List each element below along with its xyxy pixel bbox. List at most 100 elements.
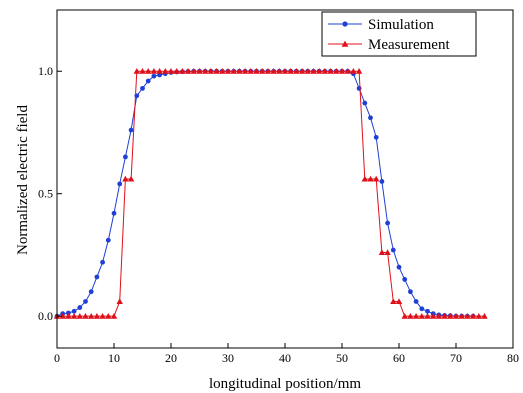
data-point: [88, 312, 95, 319]
data-point: [179, 68, 186, 74]
data-point: [316, 68, 323, 74]
data-point: [247, 68, 254, 74]
x-tick-label: 80: [507, 351, 519, 365]
legend-box: [321, 11, 477, 57]
data-point: [402, 277, 408, 282]
data-point: [122, 175, 129, 182]
data-point: [105, 312, 112, 319]
legend: Simulation Measurement: [321, 11, 477, 57]
y-tick-label: 1.0: [38, 64, 53, 78]
data-point: [407, 312, 414, 319]
data-point: [253, 68, 260, 74]
series-measurement: [53, 68, 488, 319]
data-point: [236, 68, 243, 74]
data-point: [378, 249, 386, 256]
data-point: [88, 289, 94, 295]
data-point: [408, 289, 413, 295]
data-point: [281, 68, 289, 74]
legend-entry-measurement: Measurement: [328, 37, 450, 53]
x-axis-label: longitudinal position/mm: [209, 376, 361, 392]
data-point: [458, 312, 465, 319]
data-point: [350, 68, 357, 74]
data-point: [333, 68, 340, 74]
data-point: [162, 68, 169, 74]
data-point: [76, 312, 83, 319]
legend-marker: [342, 21, 348, 27]
data-point: [385, 220, 390, 226]
data-point: [356, 85, 362, 91]
data-point: [105, 237, 111, 243]
data-point: [110, 312, 118, 319]
data-point: [241, 68, 249, 74]
data-point: [395, 298, 403, 305]
data-point: [396, 264, 402, 270]
data-point: [390, 298, 397, 305]
x-tick-label: 20: [165, 351, 177, 365]
data-point: [145, 68, 152, 74]
data-point: [230, 68, 237, 74]
data-point: [304, 68, 311, 74]
data-point: [128, 127, 134, 133]
data-point: [425, 308, 430, 314]
legend-label: Measurement: [368, 37, 450, 53]
x-tick-label: 10: [108, 351, 120, 365]
data-point: [140, 85, 145, 91]
data-point: [310, 68, 317, 74]
data-point: [71, 308, 77, 314]
data-point: [202, 68, 209, 74]
data-point: [150, 68, 158, 74]
x-tick-label: 30: [222, 351, 234, 365]
data-point: [151, 73, 157, 79]
data-point: [173, 68, 180, 74]
y-tick-label: 0.5: [38, 187, 53, 201]
axes-layer: 0 10 20 30 40 50 60 70 80 0.0 0.5 1.0: [38, 9, 519, 365]
data-point: [368, 115, 373, 121]
data-point: [390, 247, 396, 253]
data-point: [127, 175, 135, 182]
data-point: [65, 312, 72, 319]
data-point: [133, 68, 140, 74]
data-point: [361, 175, 368, 182]
data-point: [83, 299, 88, 304]
data-point: [224, 68, 232, 74]
series-line: [56, 70, 474, 317]
data-point: [259, 68, 266, 74]
y-tick-label: 0.0: [38, 309, 53, 323]
x-tick-label: 70: [450, 351, 462, 365]
data-point: [145, 78, 151, 84]
data-point: [264, 68, 272, 74]
data-point: [184, 68, 192, 74]
data-point: [441, 312, 448, 319]
data-point: [464, 312, 471, 319]
data-point: [196, 68, 203, 74]
data-point: [100, 259, 105, 265]
x-tick-label: 0: [54, 351, 60, 365]
x-tick-label: 40: [279, 351, 291, 365]
series-simulation: [54, 68, 476, 319]
legend-entry-simulation: Simulation: [328, 17, 434, 33]
x-tick-label: 50: [336, 351, 348, 365]
series-layer: [53, 68, 488, 319]
data-point: [156, 68, 163, 74]
data-point: [430, 312, 437, 319]
data-point: [59, 312, 66, 319]
data-point: [213, 68, 220, 74]
data-point: [355, 68, 363, 74]
data-point: [469, 312, 477, 319]
data-point: [207, 68, 215, 74]
data-point: [367, 175, 374, 182]
data-point: [373, 134, 379, 140]
data-point: [116, 298, 123, 305]
data-point: [384, 249, 391, 256]
legend-marker: [341, 40, 349, 47]
data-point: [77, 305, 83, 310]
x-tick-label: 60: [393, 351, 405, 365]
data-point: [123, 154, 128, 160]
data-point: [435, 312, 443, 319]
data-point: [447, 312, 454, 319]
data-point: [373, 175, 380, 182]
data-point: [94, 274, 100, 280]
data-point: [93, 312, 101, 319]
data-point: [298, 68, 306, 74]
